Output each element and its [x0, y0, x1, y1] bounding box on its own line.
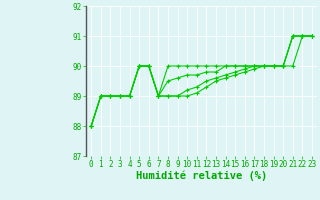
X-axis label: Humidité relative (%): Humidité relative (%)	[136, 171, 267, 181]
